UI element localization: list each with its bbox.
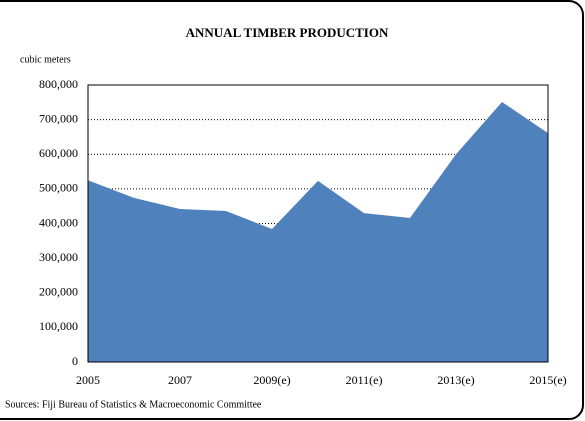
x-tick-label: 2009(e) <box>253 373 290 387</box>
x-tick-label: 2015(e) <box>529 373 566 387</box>
y-tick-label: 600,000 <box>39 146 78 160</box>
y-tick-label: 300,000 <box>39 250 78 264</box>
y-tick-label: 0 <box>72 354 78 368</box>
y-tick-label: 400,000 <box>39 215 78 229</box>
area <box>88 101 548 362</box>
y-tick-label: 200,000 <box>39 285 78 299</box>
x-tick-label: 2005 <box>76 373 100 387</box>
y-tick-label: 500,000 <box>39 181 78 195</box>
y-tick-label: 800,000 <box>39 77 78 91</box>
y-tick-label: 100,000 <box>39 319 78 333</box>
source: Sources: Fiji Bureau of Statistics & Mac… <box>5 399 262 410</box>
y-axis-label: cubic meters <box>20 54 71 65</box>
x-tick-label: 2011(e) <box>346 373 383 387</box>
y-tick-label: 700,000 <box>39 111 78 125</box>
plot-border <box>87 84 549 363</box>
x-tick-label: 2013(e) <box>437 373 474 387</box>
x-tick-label: 2007 <box>168 373 192 387</box>
chart-title: ANNUAL TIMBER PRODUCTION <box>186 25 389 40</box>
